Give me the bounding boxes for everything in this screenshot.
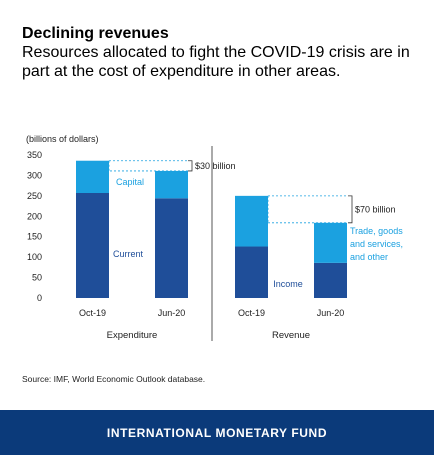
y-tick-label: 350 — [27, 150, 42, 160]
bar-capital-jun-20 — [155, 170, 188, 199]
y-tick-label: 100 — [27, 252, 42, 262]
bar-current-jun-20 — [155, 198, 188, 298]
group-label: Revenue — [272, 330, 310, 341]
series-label-current: Current — [113, 249, 144, 259]
stacked-bar-chart: (billions of dollars) 0 50 100 150 200 250 300… — [26, 134, 403, 341]
difference-bracket-expenditure — [188, 160, 193, 172]
footer-label: INTERNATIONAL MONETARY FUND — [106, 425, 328, 440]
bar-capital-oct-19 — [76, 160, 109, 193]
x-tick-label: Oct-19 — [238, 308, 265, 318]
group-label: Expenditure — [107, 330, 158, 341]
x-tick-label: Jun-20 — [158, 308, 186, 318]
series-label-trade: and other — [350, 252, 388, 262]
y-tick-label: 150 — [27, 232, 42, 242]
chart-title: Declining revenues — [22, 25, 169, 42]
bar-income-jun-20 — [314, 262, 347, 298]
difference-guide-revenue — [267, 195, 348, 224]
chart-subtitle: Resources allocated to fight the COVID-1… — [22, 44, 410, 80]
y-tick-label: 200 — [27, 211, 42, 221]
bar-trade-oct-19 — [235, 195, 268, 247]
series-label-capital: Capital — [116, 177, 144, 187]
y-tick-label: 250 — [27, 191, 42, 201]
series-label-income: Income — [273, 279, 303, 289]
y-tick-label: 50 — [32, 273, 42, 283]
chart-header: Declining revenues Resources allocated t… — [22, 24, 426, 81]
x-tick-label: Oct-19 — [79, 308, 106, 318]
y-tick-label: 0 — [37, 293, 42, 303]
bar-current-oct-19 — [76, 192, 109, 298]
series-label-trade: and services, — [350, 239, 403, 249]
difference-bracket-revenue — [348, 195, 353, 224]
annotation-revenue: $70 billion — [355, 204, 396, 214]
annotation-expenditure: $30 billion — [195, 161, 236, 171]
bar-trade-jun-20 — [314, 222, 347, 263]
y-tick-label: 300 — [27, 170, 42, 180]
series-label-trade: Trade, goods — [350, 226, 403, 236]
y-axis-label: (billions of dollars) — [26, 134, 99, 144]
source-note: Source: IMF, World Economic Outlook data… — [22, 374, 206, 384]
difference-guide-expenditure — [108, 160, 188, 172]
bar-income-oct-19 — [235, 246, 268, 298]
footer-banner: INTERNATIONAL MONETARY FUND — [0, 410, 434, 455]
x-tick-label: Jun-20 — [317, 308, 345, 318]
